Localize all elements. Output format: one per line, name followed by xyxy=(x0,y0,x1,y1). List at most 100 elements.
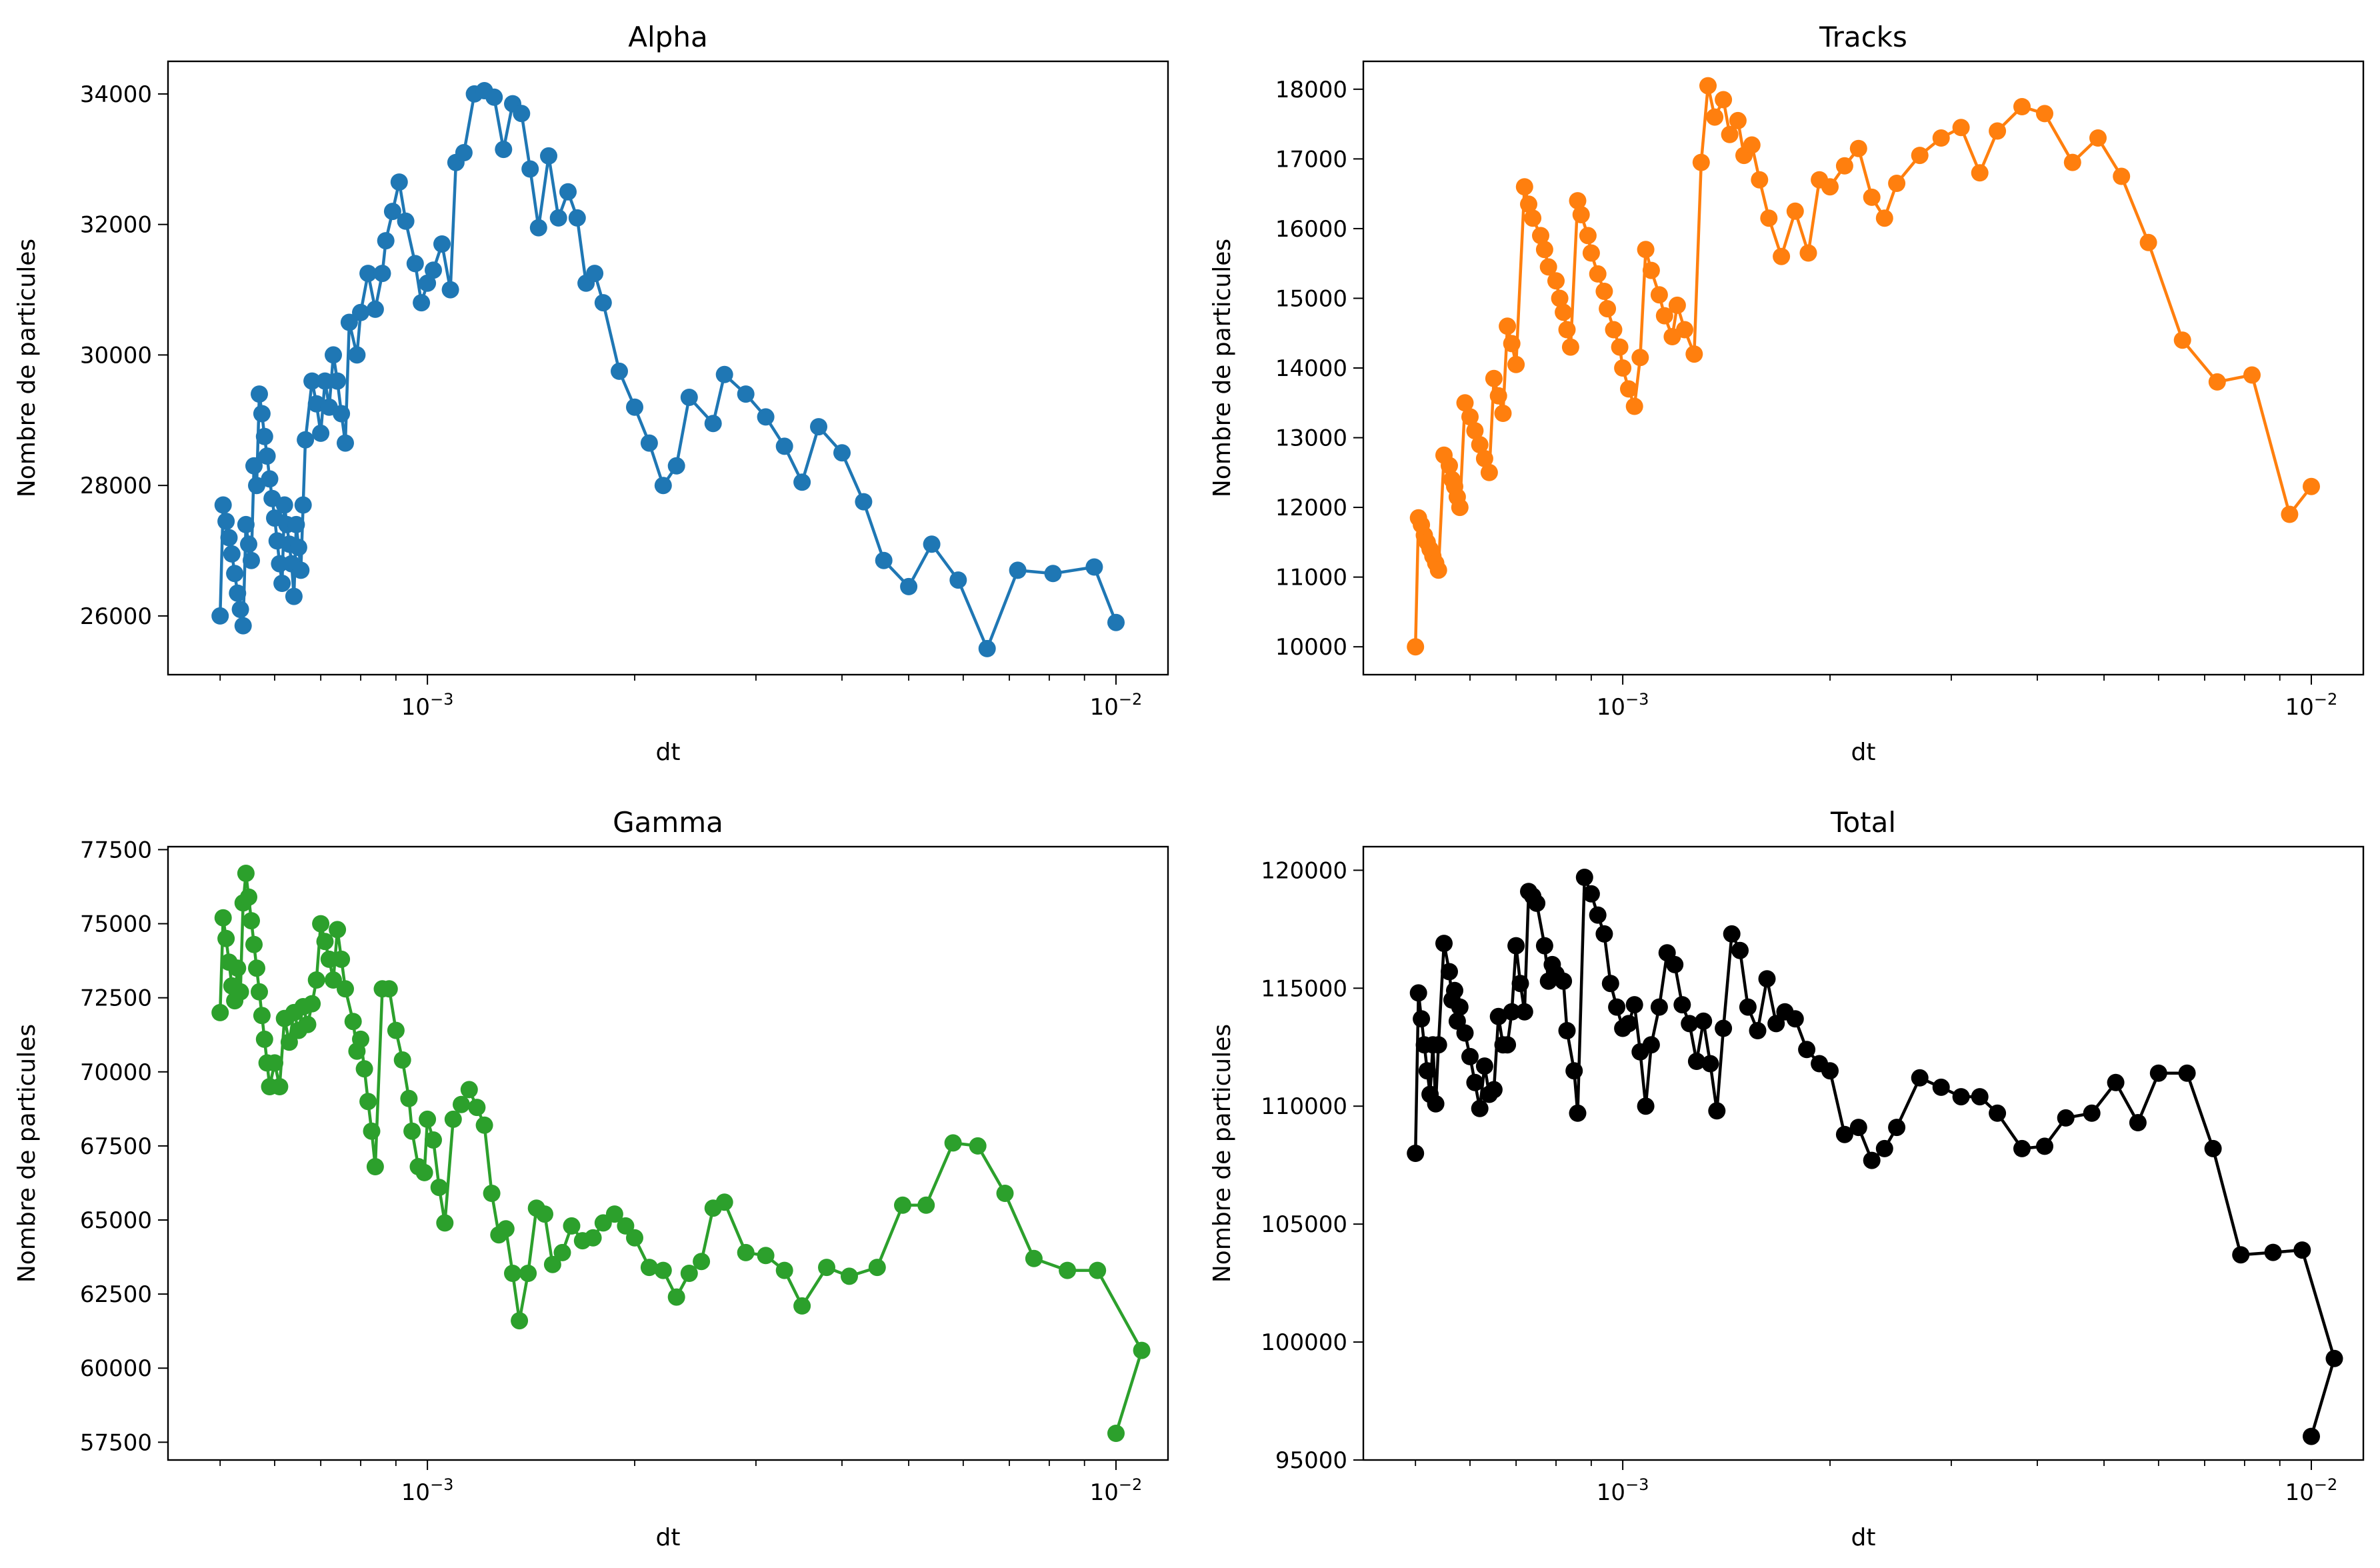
data-point xyxy=(1456,1024,1474,1042)
data-point xyxy=(969,1137,987,1155)
x-tick-label: 10−3 xyxy=(1597,1475,1649,1506)
data-point xyxy=(1989,122,2007,140)
data-point xyxy=(419,274,437,292)
data-point xyxy=(1085,558,1103,576)
data-point xyxy=(868,1259,886,1277)
data-point xyxy=(1685,345,1703,363)
data-point xyxy=(1535,241,1553,259)
data-point xyxy=(1952,1088,1970,1106)
data-point xyxy=(497,1220,515,1238)
data-point xyxy=(2264,1243,2282,1261)
data-point xyxy=(1025,1249,1043,1267)
data-point xyxy=(255,1030,273,1048)
data-point xyxy=(1441,963,1458,981)
data-point xyxy=(2173,331,2191,349)
data-point xyxy=(704,415,722,433)
data-point xyxy=(519,1265,537,1282)
data-point xyxy=(275,496,293,514)
data-point xyxy=(855,493,873,511)
data-point xyxy=(425,261,442,279)
data-point xyxy=(248,959,265,977)
data-point xyxy=(1407,1145,1425,1162)
data-point xyxy=(359,265,377,283)
data-point xyxy=(1480,463,1498,481)
data-point xyxy=(757,408,775,426)
data-point xyxy=(923,535,941,553)
data-point xyxy=(430,1179,448,1197)
data-point xyxy=(363,1122,381,1140)
data-point xyxy=(400,1089,418,1107)
data-point xyxy=(312,424,330,442)
data-point xyxy=(1786,1010,1804,1028)
data-point xyxy=(226,565,244,583)
data-point xyxy=(1558,321,1576,339)
data-point xyxy=(715,1193,733,1211)
data-point xyxy=(1044,565,1062,583)
data-point xyxy=(483,1185,501,1202)
data-point xyxy=(1451,998,1469,1016)
data-point xyxy=(680,389,698,406)
data-point xyxy=(211,1003,229,1021)
data-point xyxy=(1589,906,1607,924)
data-point xyxy=(737,385,755,403)
data-point xyxy=(2281,505,2299,523)
data-point xyxy=(273,575,291,592)
data-point xyxy=(1821,1062,1839,1080)
data-point xyxy=(1767,1015,1785,1033)
data-point xyxy=(2149,1064,2167,1082)
data-point xyxy=(217,929,235,947)
data-point xyxy=(316,933,334,951)
data-point xyxy=(594,294,612,312)
data-point xyxy=(640,1259,658,1277)
data-point xyxy=(1620,380,1637,398)
data-point xyxy=(1555,303,1573,321)
chart-title: Total xyxy=(1830,806,1896,839)
data-point xyxy=(1699,77,1717,95)
data-point xyxy=(1524,209,1542,227)
data-point xyxy=(1695,1012,1713,1030)
data-point xyxy=(240,888,257,906)
data-point xyxy=(436,1214,454,1232)
data-point xyxy=(1107,1425,1125,1442)
data-point xyxy=(1798,1041,1816,1059)
data-point xyxy=(1427,1095,1445,1113)
data-point xyxy=(1511,975,1529,993)
data-point xyxy=(793,473,811,491)
data-point xyxy=(1863,188,1881,206)
data-point xyxy=(1461,1047,1479,1065)
data-point xyxy=(1089,1261,1107,1279)
y-tick-label: 67500 xyxy=(80,1133,152,1160)
data-point xyxy=(793,1297,811,1315)
data-point xyxy=(818,1259,835,1277)
data-point xyxy=(2204,1139,2222,1157)
x-tick-label: 10−2 xyxy=(1090,1475,1143,1506)
chart-panel-total: Total dt Nombre de particules 10−3 10−2 95… xyxy=(1209,806,2365,1551)
data-point xyxy=(1569,1104,1587,1122)
data-point xyxy=(289,539,307,557)
data-point xyxy=(810,418,827,436)
data-point xyxy=(1475,449,1493,467)
data-point xyxy=(1539,258,1557,276)
data-point xyxy=(229,959,247,977)
data-point xyxy=(1835,157,1853,175)
data-point xyxy=(245,935,263,953)
data-point xyxy=(1849,139,1867,157)
data-point xyxy=(307,971,325,989)
data-point xyxy=(229,584,247,602)
data-point xyxy=(841,1267,858,1285)
data-point xyxy=(383,203,401,221)
data-point xyxy=(292,561,310,579)
data-point xyxy=(2139,233,2157,251)
data-point xyxy=(996,1185,1014,1202)
data-point xyxy=(1551,289,1569,307)
data-point xyxy=(294,496,312,514)
data-point xyxy=(359,1093,377,1111)
data-point xyxy=(1489,387,1507,405)
data-point xyxy=(949,571,967,589)
x-tick-label: 10−2 xyxy=(2285,1475,2338,1506)
data-point xyxy=(285,587,303,605)
y-tick-label: 17000 xyxy=(1275,146,1347,173)
data-point xyxy=(1888,1119,1906,1137)
data-point xyxy=(605,1205,623,1223)
data-point xyxy=(329,372,347,390)
